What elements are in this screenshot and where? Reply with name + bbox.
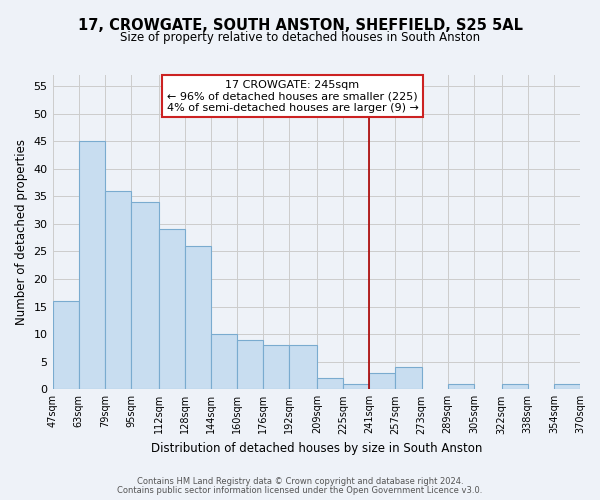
Bar: [502, 384, 528, 390]
X-axis label: Distribution of detached houses by size in South Anston: Distribution of detached houses by size …: [151, 442, 482, 455]
Text: 17, CROWGATE, SOUTH ANSTON, SHEFFIELD, S25 5AL: 17, CROWGATE, SOUTH ANSTON, SHEFFIELD, S…: [77, 18, 523, 32]
Text: Contains HM Land Registry data © Crown copyright and database right 2024.: Contains HM Land Registry data © Crown c…: [137, 477, 463, 486]
Bar: [317, 378, 343, 390]
Y-axis label: Number of detached properties: Number of detached properties: [15, 139, 28, 325]
Bar: [105, 191, 131, 390]
Bar: [237, 340, 263, 390]
Bar: [448, 384, 474, 390]
Bar: [79, 141, 105, 390]
Bar: [554, 384, 580, 390]
Bar: [53, 301, 79, 390]
Bar: [211, 334, 237, 390]
Bar: [343, 384, 370, 390]
Text: Size of property relative to detached houses in South Anston: Size of property relative to detached ho…: [120, 31, 480, 44]
Bar: [395, 367, 422, 390]
Bar: [263, 345, 289, 390]
Bar: [370, 373, 395, 390]
Bar: [131, 202, 158, 390]
Text: 17 CROWGATE: 245sqm
← 96% of detached houses are smaller (225)
4% of semi-detach: 17 CROWGATE: 245sqm ← 96% of detached ho…: [167, 80, 418, 113]
Bar: [289, 345, 317, 390]
Bar: [185, 246, 211, 390]
Bar: [158, 230, 185, 390]
Text: Contains public sector information licensed under the Open Government Licence v3: Contains public sector information licen…: [118, 486, 482, 495]
